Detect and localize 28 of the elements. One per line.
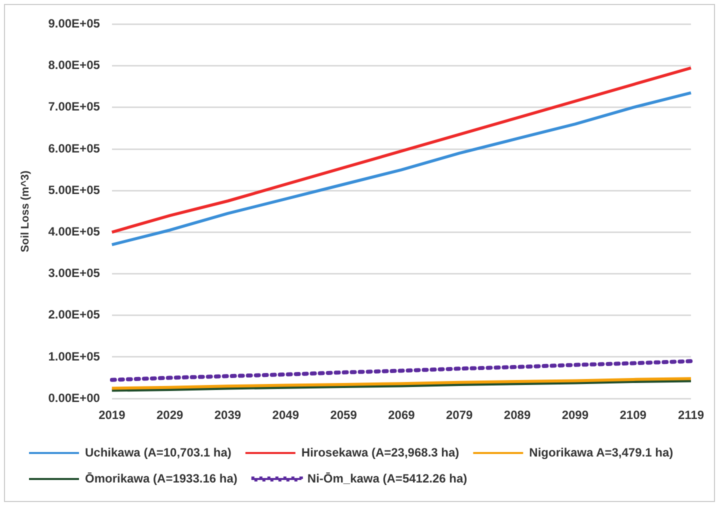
- y-tick-label: 8.00E+05: [48, 58, 100, 72]
- y-tick-label: 7.00E+05: [48, 100, 100, 114]
- y-tick-label: 0.00E+00: [48, 390, 100, 405]
- x-tick-label: 2099: [562, 408, 589, 422]
- x-tick-label: 2029: [156, 408, 184, 422]
- y-axis-title: Soil Loss (m^3): [20, 170, 32, 252]
- legend-label: Nigorikawa A=3,479.1 ha): [529, 445, 674, 460]
- y-tick-label: 2.00E+05: [48, 308, 100, 322]
- x-tick-label: 2059: [330, 408, 358, 422]
- x-tick-label: 2109: [620, 408, 647, 422]
- y-tick-label: 3.00E+05: [48, 266, 100, 280]
- x-tick-label: 2039: [214, 408, 242, 422]
- y-tick-label: 1.00E+05: [48, 349, 100, 364]
- legend-label: Ni-Ōm_kawa (A=5412.26 ha): [307, 471, 468, 486]
- x-tick-label: 2019: [98, 408, 126, 422]
- line-series: [110, 359, 693, 382]
- x-tick-label: 2089: [504, 408, 531, 422]
- x-tick-label: 2119: [678, 408, 704, 422]
- y-tick-label: 6.00E+05: [48, 141, 100, 156]
- x-tick-label: 2069: [388, 408, 416, 422]
- y-tick-label: 9.00E+05: [48, 16, 100, 31]
- legend-label: Uchikawa (A=10,703.1 ha): [85, 445, 232, 460]
- x-tick-label: 2049: [272, 408, 300, 422]
- x-tick-label: 2079: [446, 408, 474, 422]
- legend-label: Hirosekawa (A=23,968.3 ha): [301, 445, 460, 460]
- y-tick-label: 4.00E+05: [48, 224, 100, 239]
- legend-label: Ōmorikawa (A=1933.16 ha): [85, 471, 238, 486]
- y-tick-label: 5.00E+05: [48, 182, 100, 197]
